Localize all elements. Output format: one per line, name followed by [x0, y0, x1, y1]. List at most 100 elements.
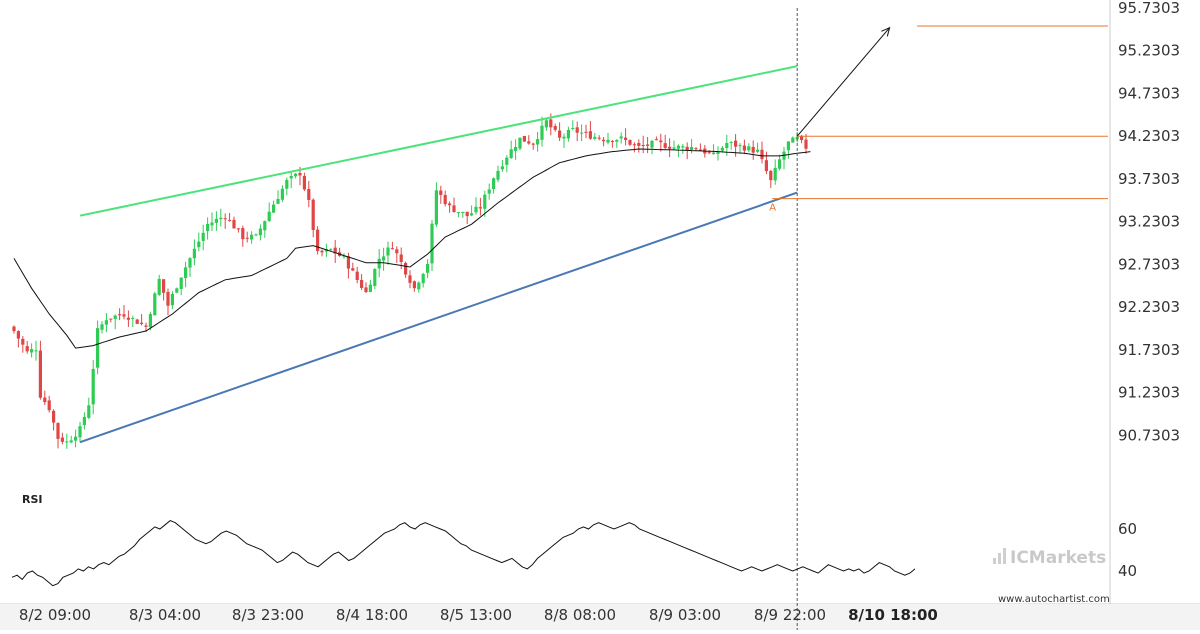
- candle-body: [170, 293, 174, 306]
- candle-body: [575, 127, 579, 133]
- broker-watermark: ICMarkets: [993, 548, 1106, 568]
- source-credit: www.autochartist.com: [998, 594, 1110, 605]
- candle-body: [245, 237, 249, 239]
- candle-body: [676, 145, 680, 149]
- axes-layer: 95.7303 95.2303 94.7303 94.2303 93.7303 93.23…: [19, 0, 1180, 624]
- candle-body: [417, 282, 421, 290]
- candle-body: [342, 255, 346, 257]
- candle-body: [214, 218, 218, 223]
- candle-body: [219, 217, 223, 220]
- candle-body: [443, 194, 447, 205]
- candle-body: [351, 268, 355, 271]
- candle-body: [294, 173, 298, 177]
- candle-body: [184, 267, 188, 279]
- candle-body: [474, 206, 478, 213]
- candle-body: [456, 212, 460, 214]
- y-tick-label: 95.7303: [1118, 0, 1180, 17]
- candle-body: [540, 125, 544, 140]
- candle-body: [760, 149, 764, 160]
- candle-body: [197, 241, 201, 248]
- support-trendline: [79, 191, 798, 444]
- candle-body: [302, 175, 306, 190]
- candle-body: [272, 204, 276, 213]
- candle-body: [60, 437, 64, 442]
- candle-body: [162, 279, 166, 293]
- candle-body: [166, 291, 170, 306]
- candle-body: [800, 135, 804, 140]
- candle-body: [452, 205, 456, 212]
- candle-body: [307, 189, 311, 200]
- x-tick-label: 8/4 18:00: [336, 606, 408, 624]
- candle-body: [100, 324, 104, 330]
- y-tick-label: 93.7303: [1118, 170, 1180, 188]
- candle-body: [364, 287, 368, 292]
- candle-body: [509, 149, 513, 158]
- candle-body: [738, 145, 742, 147]
- candle-body: [734, 140, 738, 147]
- candle-body: [276, 199, 280, 204]
- x-tick-label-current: 8/10 18:00: [848, 606, 938, 624]
- candle-body: [267, 211, 271, 221]
- candle-body: [492, 178, 496, 190]
- candle-body: [487, 189, 491, 194]
- candle-body: [368, 284, 372, 293]
- candle-body: [206, 223, 210, 232]
- candle-body: [619, 136, 623, 139]
- candle-body: [681, 146, 685, 148]
- candle-body: [773, 167, 777, 181]
- candle-body: [558, 130, 562, 138]
- candle-body: [668, 146, 672, 149]
- candle-body: [65, 441, 69, 443]
- forecast-arrow-line: [796, 27, 890, 137]
- candle-body: [228, 219, 232, 221]
- candle-body: [280, 188, 284, 200]
- moving-average-line: [13, 148, 811, 349]
- candle-body: [390, 248, 394, 250]
- candle-body: [685, 146, 689, 150]
- y-tick-label: 94.7303: [1118, 84, 1180, 102]
- y-tick-label: 94.2303: [1118, 127, 1180, 145]
- candle-body: [87, 405, 91, 418]
- candle-body: [628, 140, 632, 145]
- candle-body: [439, 190, 443, 195]
- candle-body: [716, 152, 720, 154]
- candle-body: [804, 139, 808, 149]
- candle-body: [223, 218, 227, 220]
- rsi-line: [11, 520, 916, 587]
- candle-body: [131, 317, 135, 319]
- y-tick-label: 92.7303: [1118, 255, 1180, 273]
- candle-body: [602, 139, 606, 142]
- candle-body: [377, 258, 381, 269]
- candle-body: [408, 275, 412, 283]
- candle-body: [720, 147, 724, 151]
- candle-body: [69, 440, 73, 443]
- rsi-layer: [11, 520, 916, 587]
- x-tick-label: 8/5 13:00: [440, 606, 512, 624]
- candle-body: [646, 144, 650, 146]
- candle-body: [122, 314, 126, 317]
- candle-body: [712, 152, 716, 155]
- candle-body: [764, 160, 768, 172]
- candle-body: [47, 400, 51, 411]
- candle-body: [329, 249, 333, 251]
- candle-body: [729, 142, 733, 144]
- candle-body: [707, 152, 711, 154]
- candle-body: [650, 140, 654, 148]
- candle-body: [404, 262, 408, 275]
- candle-body: [791, 137, 795, 143]
- broker-logo-icon: [993, 548, 1006, 564]
- candle-body: [148, 314, 152, 328]
- candle-body: [52, 410, 56, 423]
- candle-body: [34, 350, 38, 352]
- candle-body: [395, 249, 399, 254]
- rsi-title: RSI: [22, 493, 43, 506]
- candle-body: [16, 331, 20, 339]
- candle-body: [236, 228, 240, 230]
- candle-body: [43, 397, 47, 403]
- x-tick-label: 8/2 09:00: [19, 606, 91, 624]
- candle-body: [258, 228, 262, 236]
- candle-body: [421, 273, 425, 284]
- candle-body: [624, 137, 628, 141]
